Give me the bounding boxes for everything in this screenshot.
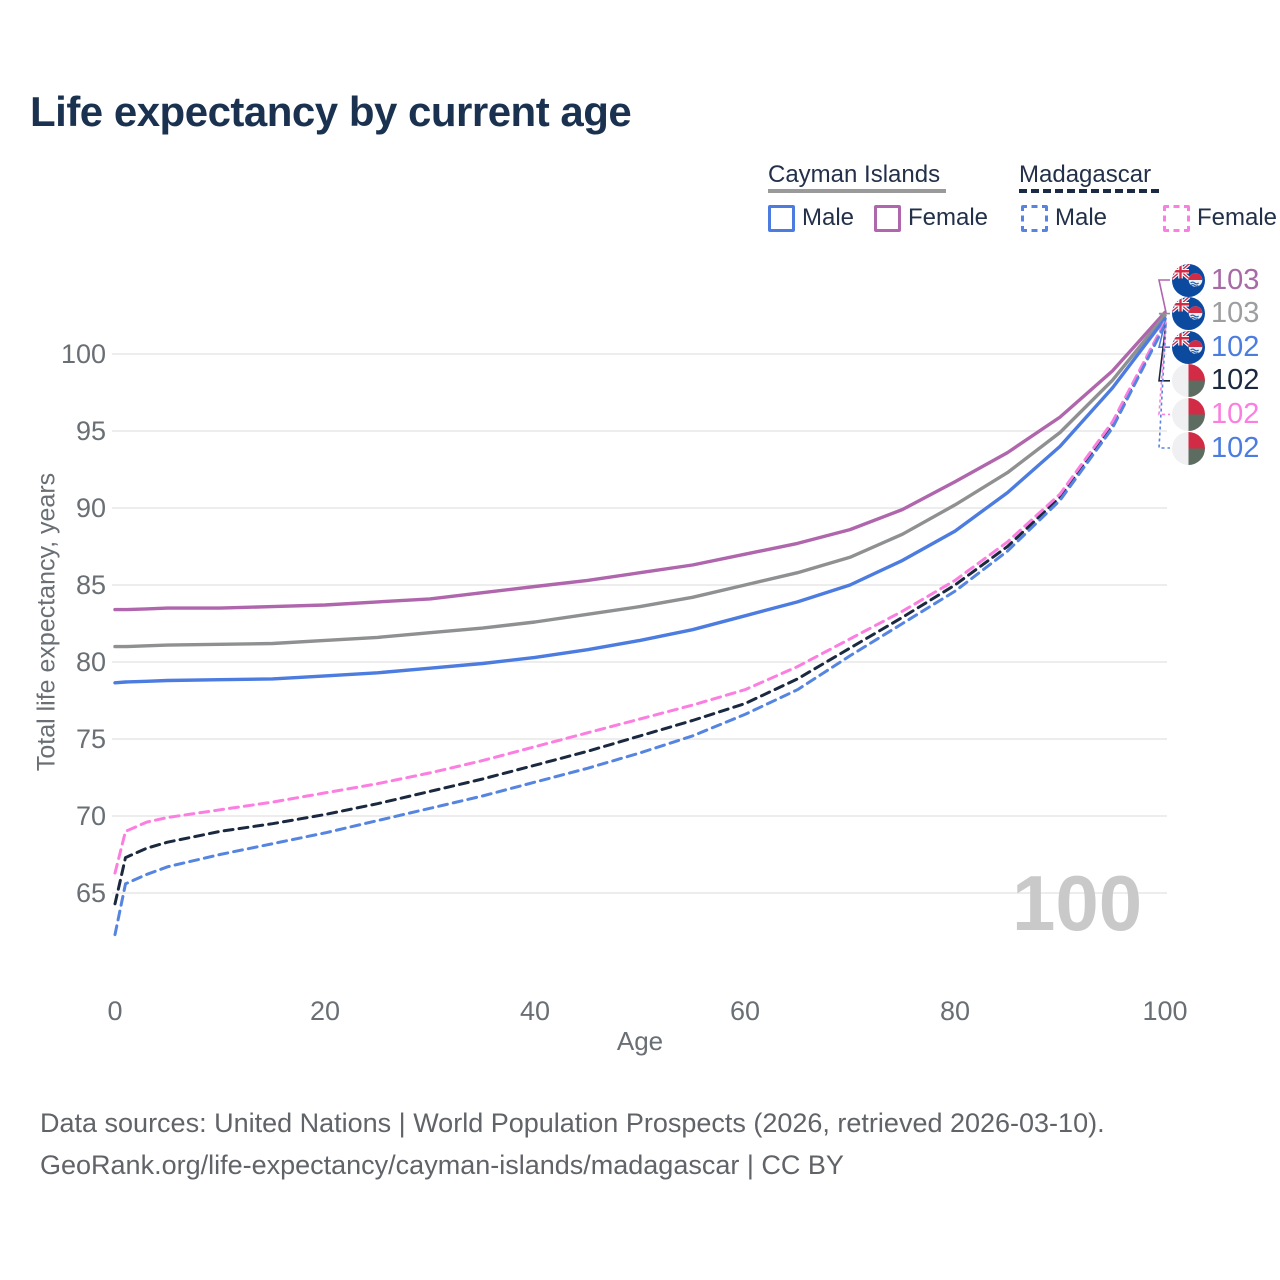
legend-group-title-madagascar: Madagascar [1019, 161, 1152, 188]
chart-canvas [112, 279, 1170, 937]
legend-item-madagascar-female[interactable]: Female [1163, 204, 1277, 232]
end-label-row: 102 [1172, 431, 1260, 465]
y-tick-label: 95 [75, 416, 106, 446]
cayman-islands-flag-icon [1172, 263, 1205, 297]
page-title: Life expectancy by current age [30, 88, 632, 135]
footer-data-sources: Data sources: United Nations | World Pop… [40, 1108, 1105, 1138]
y-tick-label: 85 [75, 570, 106, 600]
series-line-madagascar-female [113, 320, 1167, 875]
footer-attribution: GeoRank.org/life-expectancy/cayman-islan… [40, 1150, 844, 1180]
legend-swatch-cayman-male [768, 204, 795, 232]
legend-item-cayman-female[interactable]: Female [874, 204, 988, 232]
end-label-value: 102 [1211, 364, 1260, 397]
x-tick-label: 0 [107, 996, 123, 1026]
legend-line-sample-madagascar [1019, 189, 1159, 193]
leader-line [1158, 321, 1170, 416]
series-line-madagascar-both-sexes [113, 321, 1167, 906]
end-label-row: 103 [1172, 297, 1260, 331]
leader-line [1157, 318, 1170, 348]
y-tick-label: 100 [60, 339, 106, 369]
end-label-value: 102 [1211, 431, 1260, 464]
legend-swatch-madagascar-male [1021, 204, 1048, 232]
watermark: 100 [1012, 859, 1143, 947]
end-label-row: 102 [1172, 364, 1260, 398]
series-line-cayman-islands-female [113, 310, 1167, 612]
cayman-islands-flag-icon [1172, 297, 1205, 331]
legend-group-title-cayman-islands: Cayman Islands [768, 161, 941, 188]
y-tick-label: 70 [75, 801, 106, 831]
legend-item-madagascar-male[interactable]: Male [1021, 204, 1107, 232]
madagascar-flag-icon [1172, 364, 1205, 398]
cayman-islands-flag-icon [1172, 330, 1205, 364]
y-tick-label: 65 [75, 878, 106, 908]
legend-item-label: Female [908, 204, 989, 231]
end-label-row: 102 [1172, 397, 1260, 431]
series-line-cayman-islands-both-sexes [113, 313, 1167, 649]
legend-item-cayman-male[interactable]: Male [768, 204, 854, 232]
y-tick-label: 80 [75, 647, 106, 677]
end-label-value: 103 [1211, 263, 1260, 296]
legend-item-label: Female [1197, 204, 1278, 231]
end-label-value: 102 [1211, 330, 1260, 363]
y-tick-label: 90 [75, 493, 106, 523]
madagascar-flag-icon [1172, 431, 1205, 465]
end-label-value: 102 [1211, 397, 1260, 430]
end-label-row: 102 [1172, 330, 1260, 364]
madagascar-flag-icon [1172, 397, 1205, 431]
y-tick-label: 75 [75, 724, 106, 754]
x-tick-label: 40 [519, 996, 551, 1026]
legend-item-label: Male [802, 204, 855, 231]
legend-swatch-cayman-female [874, 204, 901, 232]
end-label-row: 103 [1172, 263, 1260, 297]
legend-line-sample-cayman-islands [768, 189, 946, 193]
end-label-value: 103 [1211, 297, 1260, 330]
leader-line [1158, 279, 1170, 313]
x-tick-label: 80 [939, 996, 971, 1026]
x-tick-label: 100 [1142, 996, 1188, 1026]
x-axis-title: Age [616, 1026, 664, 1056]
series-line-cayman-islands-male [113, 316, 1167, 685]
legend-swatch-madagascar-female [1163, 204, 1190, 232]
leader-line [1158, 312, 1170, 317]
legend-item-label: Male [1055, 204, 1108, 231]
x-tick-label: 60 [729, 996, 761, 1026]
series-line-madagascar-male [113, 323, 1167, 937]
x-tick-label: 20 [309, 996, 341, 1026]
